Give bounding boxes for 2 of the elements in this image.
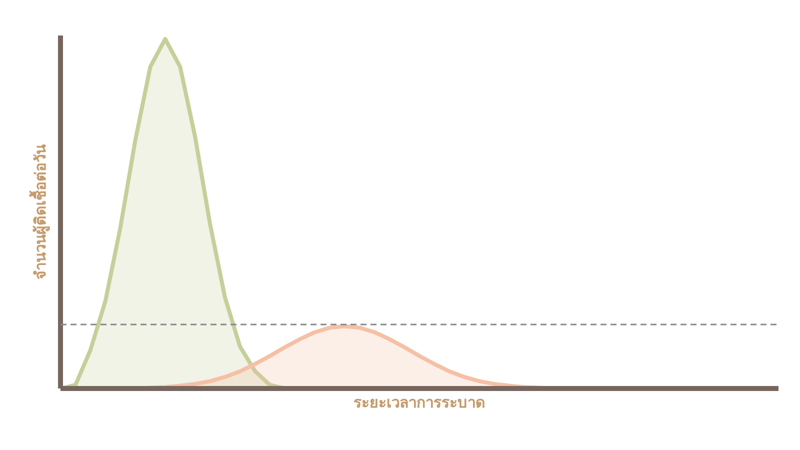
y-axis-title: จำนวนผู้ติดเชื้อต่อวัน	[28, 144, 50, 280]
x-axis-title: ระยะเวลาการระบาด	[354, 394, 486, 412]
